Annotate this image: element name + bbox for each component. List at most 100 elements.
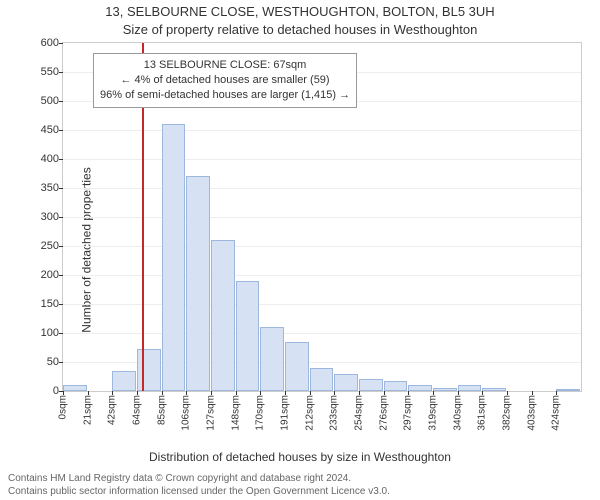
y-tick-label: 300 [41,211,59,223]
x-tick-mark [458,391,459,395]
y-tick-mark [59,275,63,276]
y-tick-mark [59,159,63,160]
x-tick-label: 212sqm [304,395,315,431]
gridline-h [63,333,581,334]
histogram-bar [556,389,580,391]
chart-title: 13, SELBOURNE CLOSE, WESTHOUGHTON, BOLTO… [0,4,600,19]
histogram-bar [334,374,358,391]
histogram-bar [186,176,210,391]
info-line-1: 13 SELBOURNE CLOSE: 67sqm [100,58,350,73]
y-tick-label: 450 [41,124,59,136]
gridline-h [63,130,581,131]
histogram-bar [211,240,235,391]
chart-container: 13, SELBOURNE CLOSE, WESTHOUGHTON, BOLTO… [0,0,600,500]
x-tick-mark [482,391,483,395]
y-tick-label: 200 [41,269,59,281]
gridline-h [63,246,581,247]
histogram-bar [137,349,161,391]
y-tick-mark [59,304,63,305]
histogram-bar [384,381,408,391]
footer-attribution: Contains HM Land Registry data © Crown c… [8,472,592,498]
histogram-bar [359,379,383,391]
x-tick-label: 340sqm [452,395,463,431]
chart-subtitle: Size of property relative to detached ho… [0,22,600,37]
gridline-h [63,159,581,160]
x-tick-mark [260,391,261,395]
histogram-bar [458,385,482,391]
x-tick-mark [408,391,409,395]
y-tick-mark [59,246,63,247]
x-tick-mark [137,391,138,395]
x-tick-mark [186,391,187,395]
y-tick-mark [59,362,63,363]
footer-line-2: Contains public sector information licen… [8,485,592,498]
histogram-bar [112,371,136,391]
y-tick-label: 550 [41,66,59,78]
gridline-h [63,188,581,189]
x-tick-label: 297sqm [403,395,414,431]
x-tick-mark [162,391,163,395]
x-tick-label: 85sqm [156,395,167,425]
histogram-bar [63,385,87,391]
x-tick-label: 127sqm [206,395,217,431]
info-line-2: ← 4% of detached houses are smaller (59) [100,73,350,88]
x-tick-label: 254sqm [354,395,365,431]
x-tick-label: 403sqm [526,395,537,431]
gridline-h [63,275,581,276]
x-tick-mark [112,391,113,395]
x-tick-mark [384,391,385,395]
x-tick-mark [556,391,557,395]
x-tick-mark [236,391,237,395]
x-tick-label: 106sqm [181,395,192,431]
x-tick-label: 148sqm [230,395,241,431]
x-tick-label: 319sqm [428,395,439,431]
gridline-h [63,217,581,218]
x-tick-mark [433,391,434,395]
x-tick-mark [532,391,533,395]
footer-line-1: Contains HM Land Registry data © Crown c… [8,472,592,485]
x-tick-mark [285,391,286,395]
x-tick-mark [359,391,360,395]
x-tick-label: 424sqm [551,395,562,431]
x-tick-label: 276sqm [378,395,389,431]
y-tick-mark [59,43,63,44]
x-tick-mark [63,391,64,395]
y-tick-label: 100 [41,327,59,339]
histogram-bar [162,124,186,391]
histogram-bar [310,368,334,391]
histogram-bar [260,327,284,391]
x-tick-mark [310,391,311,395]
histogram-bar [433,388,457,391]
y-tick-mark [59,333,63,334]
histogram-bar [285,342,309,391]
y-tick-label: 500 [41,95,59,107]
histogram-bar [482,388,506,391]
y-tick-label: 400 [41,153,59,165]
y-tick-label: 50 [47,356,59,368]
x-tick-label: 382sqm [502,395,513,431]
x-axis-label: Distribution of detached houses by size … [0,450,600,464]
gridline-h [63,304,581,305]
y-tick-mark [59,72,63,73]
histogram-bar [408,385,432,391]
y-tick-label: 250 [41,240,59,252]
y-tick-label: 600 [41,37,59,49]
x-tick-label: 21sqm [82,395,93,425]
y-tick-mark [59,101,63,102]
histogram-bar [236,281,260,391]
x-tick-label: 361sqm [477,395,488,431]
x-tick-label: 233sqm [329,395,340,431]
y-tick-mark [59,217,63,218]
plot-area: 0501001502002503003504004505005506000sqm… [62,42,582,392]
y-tick-label: 150 [41,298,59,310]
x-tick-mark [211,391,212,395]
y-tick-mark [59,130,63,131]
y-tick-label: 350 [41,182,59,194]
x-tick-label: 64sqm [132,395,143,425]
x-tick-mark [334,391,335,395]
y-tick-mark [59,188,63,189]
x-tick-label: 0sqm [58,395,69,419]
info-box: 13 SELBOURNE CLOSE: 67sqm ← 4% of detach… [93,53,357,108]
info-line-3: 96% of semi-detached houses are larger (… [100,88,350,103]
x-tick-mark [507,391,508,395]
